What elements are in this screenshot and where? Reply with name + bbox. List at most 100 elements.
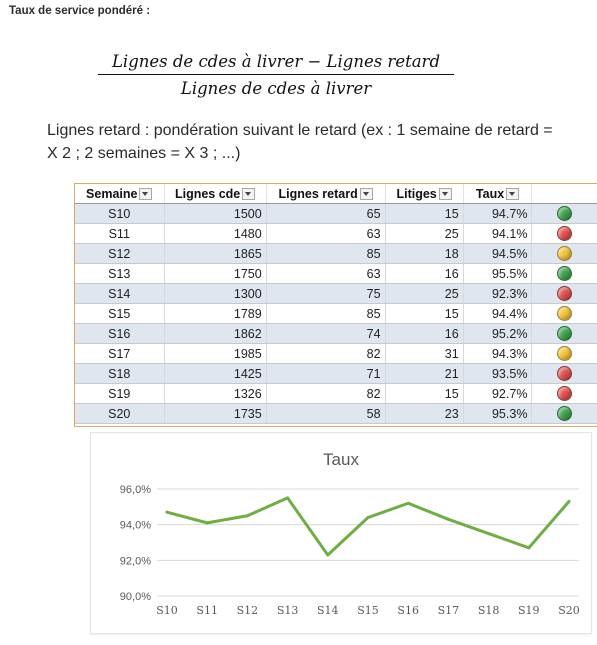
cell-litiges[interactable]: 31: [385, 343, 464, 364]
cell-semaine[interactable]: S12: [75, 243, 165, 264]
y-tick-label: 92,0%: [120, 555, 151, 567]
cell-lignes-cde[interactable]: 1789: [164, 303, 267, 324]
col-header-semaine[interactable]: Semaine: [75, 184, 165, 204]
cell-litiges[interactable]: 16: [385, 323, 464, 344]
data-point: [366, 516, 370, 520]
cell-status[interactable]: [531, 403, 597, 424]
cell-semaine[interactable]: S10: [75, 203, 165, 224]
cell-lignes-retard[interactable]: 74: [266, 323, 386, 344]
page-heading: Taux de service pondéré :: [9, 5, 151, 17]
cell-litiges[interactable]: 15: [385, 383, 464, 404]
status-red-icon: [557, 386, 573, 402]
x-tick-label: S15: [357, 604, 379, 617]
cell-lignes-retard[interactable]: 82: [266, 383, 386, 404]
y-tick-label: 94,0%: [120, 520, 151, 532]
cell-taux[interactable]: 95.5%: [463, 263, 533, 284]
cell-taux[interactable]: 94.7%: [463, 203, 533, 224]
cell-litiges[interactable]: 21: [385, 363, 464, 384]
y-tick-label: 96,0%: [120, 484, 151, 496]
cell-litiges[interactable]: 18: [385, 243, 464, 264]
filter-dropdown-icon[interactable]: [242, 187, 256, 200]
cell-status[interactable]: [531, 363, 597, 384]
filter-dropdown-icon[interactable]: [359, 187, 373, 200]
cell-status[interactable]: [531, 203, 597, 224]
filter-dropdown-icon[interactable]: [438, 187, 452, 200]
cell-taux[interactable]: 94.3%: [463, 343, 533, 364]
cell-lignes-retard[interactable]: 63: [266, 223, 386, 244]
cell-semaine[interactable]: S20: [75, 403, 165, 424]
table-row: S10 1500 65 15 94.7%: [75, 203, 597, 224]
table-row: S20 1735 58 23 95.3%: [75, 403, 597, 424]
cell-lignes-retard[interactable]: 82: [266, 343, 386, 364]
status-yellow-icon: [557, 246, 573, 262]
cell-taux[interactable]: 95.2%: [463, 323, 533, 344]
filter-dropdown-icon[interactable]: [506, 187, 520, 200]
status-red-icon: [557, 286, 573, 302]
cell-lignes-retard[interactable]: 71: [266, 363, 386, 384]
cell-litiges[interactable]: 16: [385, 263, 464, 284]
series-line-taux: [165, 496, 571, 557]
cell-semaine[interactable]: S15: [75, 303, 165, 324]
cell-semaine[interactable]: S11: [75, 223, 165, 244]
cell-lignes-cde[interactable]: 1500: [164, 203, 267, 224]
cell-lignes-cde[interactable]: 1735: [164, 403, 267, 424]
cell-taux[interactable]: 92.3%: [463, 283, 533, 304]
cell-status[interactable]: [531, 283, 597, 304]
x-tick-label: S18: [478, 604, 500, 617]
cell-litiges[interactable]: 15: [385, 203, 464, 224]
cell-lignes-cde[interactable]: 1300: [164, 283, 267, 304]
cell-lignes-cde[interactable]: 1425: [164, 363, 267, 384]
cell-taux[interactable]: 94.5%: [463, 243, 533, 264]
cell-litiges[interactable]: 25: [385, 223, 464, 244]
cell-status[interactable]: [531, 243, 597, 264]
col-header-lignes-cde[interactable]: Lignes cde: [164, 184, 267, 204]
cell-lignes-retard[interactable]: 65: [266, 203, 386, 224]
cell-lignes-retard[interactable]: 85: [266, 243, 386, 264]
chart-title: Taux: [323, 450, 359, 469]
filter-dropdown-icon[interactable]: [139, 187, 153, 200]
table-row: S13 1750 63 16 95.5%: [75, 263, 597, 284]
cell-taux[interactable]: 93.5%: [463, 363, 533, 384]
col-header-litiges[interactable]: Litiges: [385, 184, 464, 204]
cell-status[interactable]: [531, 223, 597, 244]
cell-status[interactable]: [531, 263, 597, 284]
cell-litiges[interactable]: 15: [385, 303, 464, 324]
cell-taux[interactable]: 95.3%: [463, 403, 533, 424]
data-point: [406, 501, 410, 505]
cell-semaine[interactable]: S17: [75, 343, 165, 364]
table-row: S17 1985 82 31 94.3%: [75, 343, 597, 364]
col-header-taux[interactable]: Taux: [463, 184, 533, 204]
cell-lignes-cde[interactable]: 1326: [164, 383, 267, 404]
cell-semaine[interactable]: S13: [75, 263, 165, 284]
cell-status[interactable]: [531, 343, 597, 364]
cell-lignes-cde[interactable]: 1750: [164, 263, 267, 284]
cell-lignes-cde[interactable]: 1480: [164, 223, 267, 244]
status-green-icon: [557, 206, 573, 222]
cell-lignes-retard[interactable]: 75: [266, 283, 386, 304]
col-header-lignes-retard[interactable]: Lignes retard: [266, 184, 386, 204]
cell-semaine[interactable]: S16: [75, 323, 165, 344]
cell-semaine[interactable]: S18: [75, 363, 165, 384]
cell-semaine[interactable]: S14: [75, 283, 165, 304]
cell-lignes-cde[interactable]: 1985: [164, 343, 267, 364]
cell-status[interactable]: [531, 303, 597, 324]
y-tick-label: 90,0%: [120, 591, 151, 603]
cell-semaine[interactable]: S19: [75, 383, 165, 404]
cell-lignes-cde[interactable]: 1862: [164, 323, 267, 344]
cell-lignes-retard[interactable]: 58: [266, 403, 386, 424]
x-tick-label: S16: [397, 604, 419, 617]
cell-lignes-retard[interactable]: 63: [266, 263, 386, 284]
formula-denominator: Lignes de cdes à livrer: [180, 79, 372, 98]
data-point: [205, 521, 209, 525]
cell-taux[interactable]: 94.1%: [463, 223, 533, 244]
cell-litiges[interactable]: 23: [385, 403, 464, 424]
cell-lignes-retard[interactable]: 85: [266, 303, 386, 324]
cell-taux[interactable]: 92.7%: [463, 383, 533, 404]
cell-status[interactable]: [531, 383, 597, 404]
cell-litiges[interactable]: 25: [385, 283, 464, 304]
table-row: S15 1789 85 15 94.4%: [75, 303, 597, 324]
status-green-icon: [557, 326, 573, 342]
cell-taux[interactable]: 94.4%: [463, 303, 533, 324]
cell-status[interactable]: [531, 323, 597, 344]
cell-lignes-cde[interactable]: 1865: [164, 243, 267, 264]
